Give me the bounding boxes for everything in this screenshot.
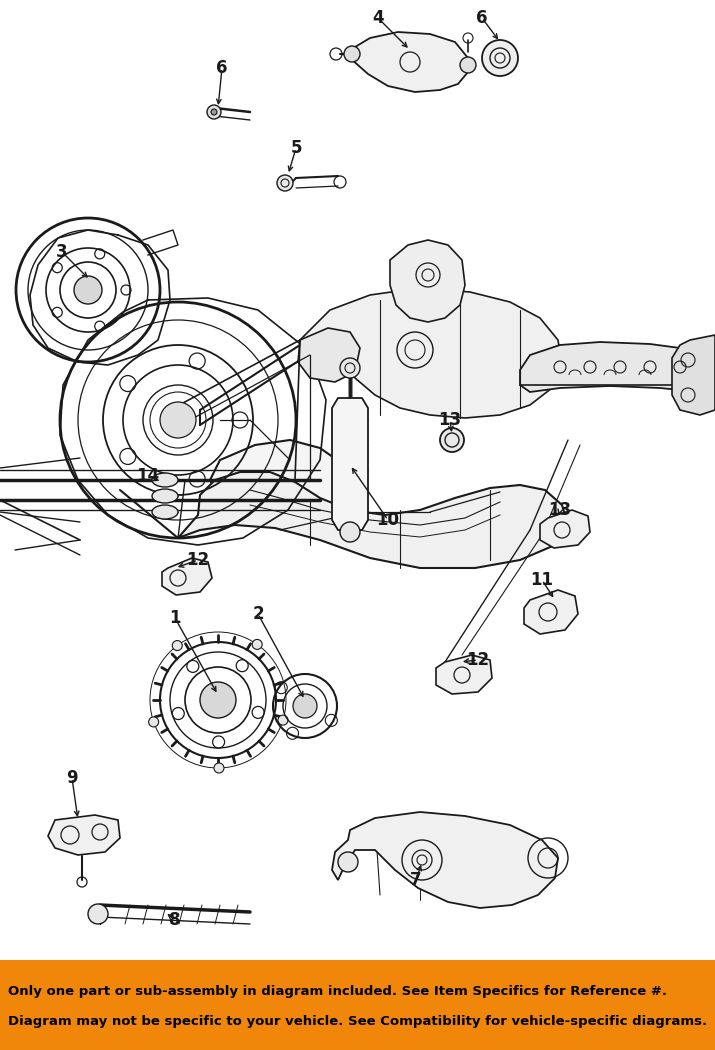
Polygon shape <box>300 288 562 418</box>
Circle shape <box>340 358 360 378</box>
Ellipse shape <box>152 472 178 487</box>
Circle shape <box>200 682 236 718</box>
Text: 2: 2 <box>252 605 264 623</box>
Text: 13: 13 <box>548 501 571 519</box>
Polygon shape <box>178 472 568 568</box>
Polygon shape <box>672 335 715 415</box>
Ellipse shape <box>152 505 178 519</box>
Text: 9: 9 <box>66 769 78 788</box>
Polygon shape <box>520 342 715 392</box>
Circle shape <box>440 428 464 452</box>
Circle shape <box>160 402 196 438</box>
Text: 3: 3 <box>56 243 68 261</box>
Text: 14: 14 <box>137 467 159 485</box>
Text: 4: 4 <box>373 9 384 27</box>
Polygon shape <box>436 655 492 694</box>
Polygon shape <box>332 398 368 530</box>
Text: 7: 7 <box>410 872 422 889</box>
Circle shape <box>88 904 108 924</box>
Circle shape <box>211 109 217 116</box>
Circle shape <box>278 715 288 726</box>
Polygon shape <box>390 240 465 322</box>
Text: 12: 12 <box>466 651 490 669</box>
Text: 6: 6 <box>476 9 488 27</box>
Circle shape <box>252 639 262 650</box>
Circle shape <box>214 763 224 773</box>
Text: 8: 8 <box>169 911 181 929</box>
Polygon shape <box>524 590 578 634</box>
Circle shape <box>172 640 182 651</box>
Polygon shape <box>540 510 590 548</box>
Circle shape <box>149 717 159 727</box>
Ellipse shape <box>152 489 178 503</box>
Text: Diagram may not be specific to your vehicle. See Compatibility for vehicle-speci: Diagram may not be specific to your vehi… <box>8 1015 707 1028</box>
Text: 12: 12 <box>187 551 209 569</box>
Polygon shape <box>298 328 360 382</box>
Circle shape <box>482 40 518 76</box>
Text: 1: 1 <box>169 609 181 627</box>
Circle shape <box>340 522 360 542</box>
Polygon shape <box>332 812 558 908</box>
Circle shape <box>74 276 102 304</box>
Text: 5: 5 <box>290 139 302 157</box>
Polygon shape <box>350 32 468 92</box>
Circle shape <box>460 57 476 74</box>
Circle shape <box>344 46 360 62</box>
Circle shape <box>338 852 358 872</box>
Polygon shape <box>162 558 212 595</box>
Text: 6: 6 <box>216 59 228 77</box>
Circle shape <box>293 694 317 718</box>
Text: 11: 11 <box>531 571 553 589</box>
Polygon shape <box>210 440 348 520</box>
Text: 13: 13 <box>438 411 462 429</box>
Text: Only one part or sub-assembly in diagram included. See Item Specifics for Refere: Only one part or sub-assembly in diagram… <box>8 985 667 998</box>
Polygon shape <box>48 815 120 855</box>
Circle shape <box>207 105 221 119</box>
FancyBboxPatch shape <box>0 960 715 1050</box>
Circle shape <box>277 175 293 191</box>
Text: 10: 10 <box>377 511 400 529</box>
